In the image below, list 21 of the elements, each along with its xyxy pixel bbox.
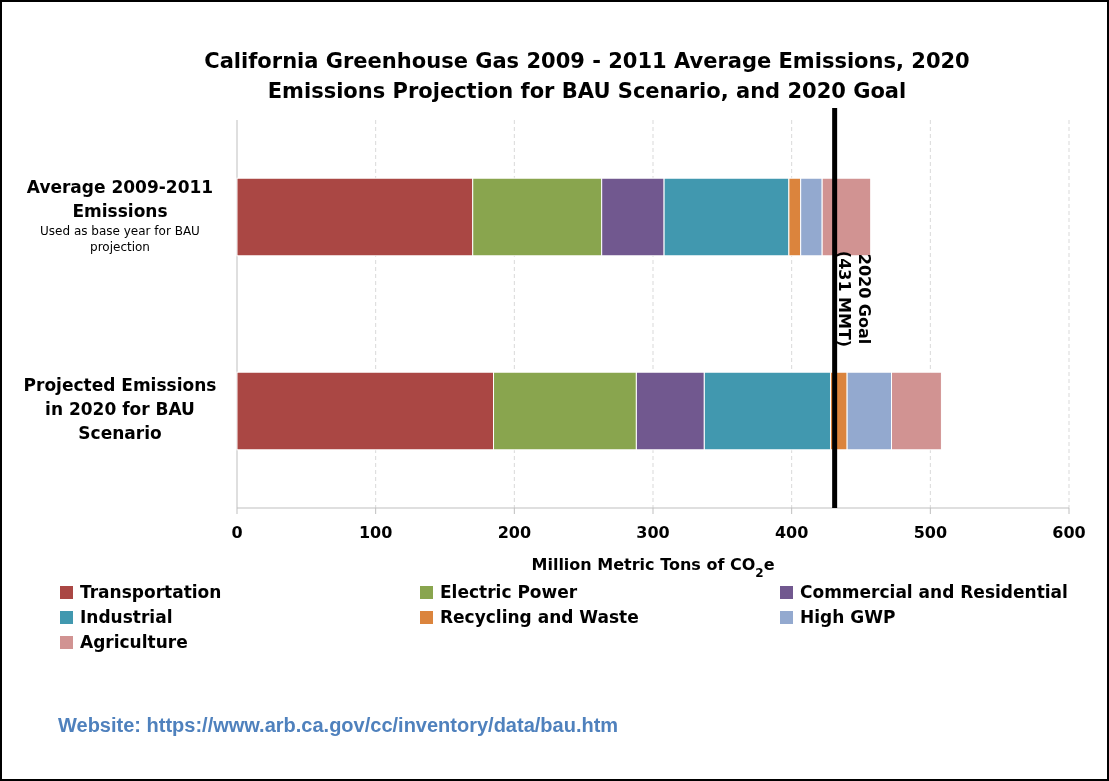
x-tick-label: 300 [636,523,670,542]
x-tick-label: 100 [358,523,393,542]
x-tick-label: 200 [497,523,532,542]
legend-label: High GWP [800,607,896,627]
y-tick-label: Projected Emissions in 2020 for BAU Scenario [23,375,217,443]
y-tick-label: Average 2009-2011 Emissions [26,177,214,221]
legend-label: Electric Power [440,582,578,602]
text: Used as base year for BAU projection [40,224,200,254]
chart-title: California Greenhouse Gas 2009 - 2011 Average Emissions, 2020 Emissions Projection for BAU Scenario, and 2020 Goal [204,49,970,103]
legend-label: Commercial and Residential [800,582,1068,602]
x-axis-title: Million Metric Tons of CO$_{2}$e [531,555,775,580]
x-tick-label: 400 [774,523,809,542]
legend-label: Industrial [80,607,173,627]
x-tick-label: 500 [913,523,948,542]
text: Website: https://www.arb.ca.gov/cc/inventory/data/bau.htm [58,714,619,736]
x-tick-label: 600 [1052,523,1086,542]
x-tick-label: 0 [231,523,243,542]
legend-label: Recycling and Waste [440,607,639,627]
ref-line-label: 2020 Goal (431 MMT) [834,250,874,348]
legend-label: Agriculture [80,632,188,652]
legend-label: Transportation [80,582,222,602]
